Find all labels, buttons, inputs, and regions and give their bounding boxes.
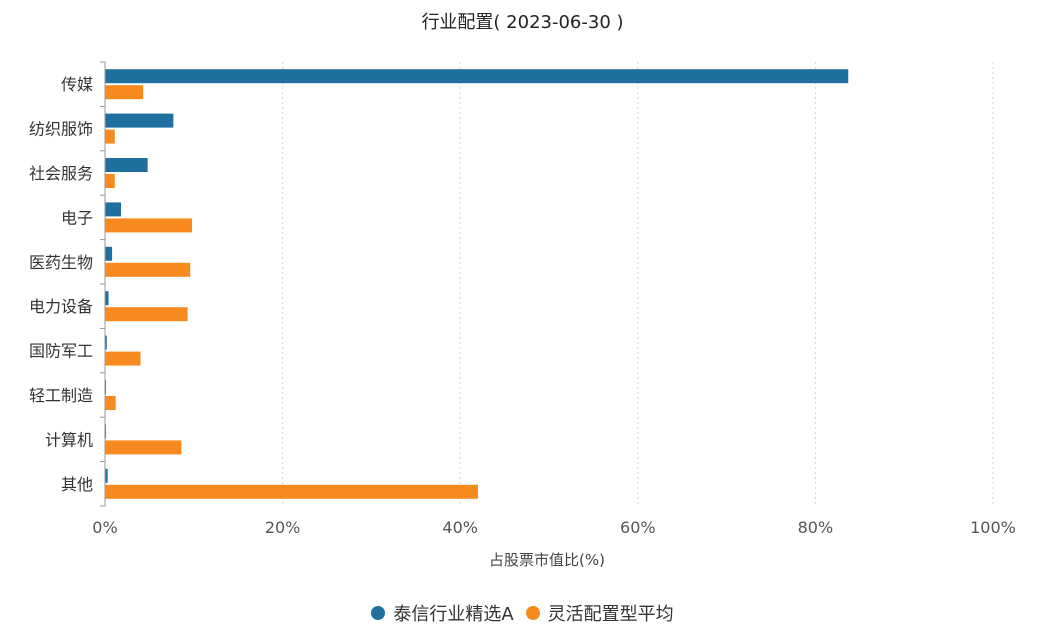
- bar-series-2[interactable]: [105, 440, 182, 455]
- bar-series-2[interactable]: [105, 129, 115, 144]
- x-tick-label: 0%: [92, 518, 117, 537]
- bar-series-2[interactable]: [105, 262, 191, 277]
- bar-series-1[interactable]: [105, 468, 108, 483]
- legend: 泰信行业精选A 灵活配置型平均: [0, 600, 1045, 626]
- x-axis-title: 占股票市值比(%): [489, 551, 605, 569]
- category-label: 电力设备: [29, 297, 93, 316]
- bar-series-2[interactable]: [105, 174, 115, 188]
- bar-series-2[interactable]: [105, 307, 188, 322]
- bar-series-1[interactable]: [105, 69, 849, 84]
- legend-item-series-2[interactable]: 灵活配置型平均: [525, 600, 674, 626]
- category-label: 传媒: [61, 75, 93, 94]
- x-tick-label: 100%: [970, 518, 1016, 537]
- x-tick-label: 40%: [442, 518, 478, 537]
- category-label: 纺织服饰: [29, 120, 93, 139]
- grid-lines: [282, 62, 994, 506]
- bar-series-2[interactable]: [105, 85, 144, 100]
- legend-label: 灵活配置型平均: [547, 604, 674, 625]
- category-label: 医药生物: [29, 253, 93, 272]
- legend-marker-icon: [371, 606, 386, 620]
- legend-marker-icon: [525, 606, 540, 620]
- bar-series-2[interactable]: [105, 218, 193, 233]
- x-tick-label: 20%: [265, 518, 301, 537]
- category-label: 电子: [61, 208, 93, 227]
- bar-series-1[interactable]: [105, 291, 109, 306]
- bar-series-1[interactable]: [105, 113, 174, 128]
- x-tick-label: 60%: [620, 518, 656, 537]
- bar-series-1[interactable]: [105, 202, 121, 217]
- category-label: 社会服务: [29, 164, 93, 183]
- legend-item-series-1[interactable]: 泰信行业精选A: [371, 600, 514, 626]
- x-tick-label: 80%: [798, 518, 834, 537]
- bar-series-1[interactable]: [105, 158, 148, 172]
- bar-series-1[interactable]: [105, 246, 113, 261]
- axes: 0% 20% 40% 60% 80% 100% 传媒纺织服饰社会服务电子医药生物电力设备国防…: [29, 61, 1016, 537]
- bars: [105, 69, 849, 499]
- bar-series-2[interactable]: [105, 351, 141, 366]
- bar-series-1[interactable]: [105, 335, 107, 350]
- bar-series-2[interactable]: [105, 484, 478, 499]
- chart-title: 行业配置( 2023-06-30 ): [421, 12, 624, 33]
- category-label: 计算机: [45, 430, 93, 449]
- bar-chart: 0% 20% 40% 60% 80% 100% 传媒纺织服饰社会服务电子医药生物电力设备国防…: [29, 61, 1016, 569]
- category-label: 国防军工: [29, 342, 93, 361]
- category-label: 轻工制造: [29, 386, 93, 405]
- category-label: 其他: [61, 475, 93, 494]
- legend-label: 泰信行业精选A: [393, 604, 514, 625]
- bar-series-2[interactable]: [105, 396, 116, 410]
